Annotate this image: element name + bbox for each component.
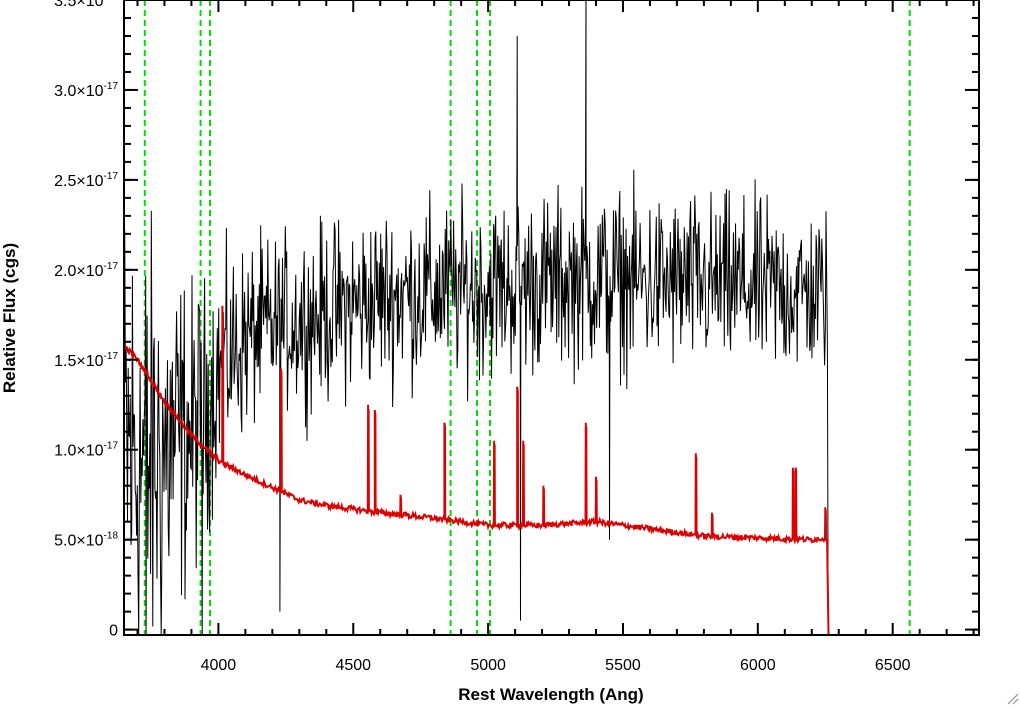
x-tick-label: 4000: [201, 657, 237, 674]
y-tick-label: 2.0×10-17: [54, 261, 118, 280]
x-tick-label: 4500: [335, 657, 371, 674]
reference-line-layer: [143, 0, 911, 635]
y-tick-label: 3.0×10-17: [54, 81, 118, 100]
axes-layer: 4000 4500 5000 5500 6000 6500 0 5.0×10-18 1.0×10…: [54, 0, 980, 674]
y-axis-title: Relative Flux (cgs): [0, 243, 19, 393]
y-tick-label: 2.5×10-17: [54, 171, 118, 190]
model-spectrum-line: [123, 305, 979, 636]
y-tick-label: 1.5×10-17: [54, 351, 118, 370]
x-tick-label: 5000: [470, 657, 506, 674]
y-tick-label: 1.0×10-17: [54, 441, 118, 460]
x-tick-label: 5500: [605, 657, 641, 674]
y-tick-label: 5.0×10-18: [54, 531, 118, 550]
x-tick-label: 6000: [740, 657, 776, 674]
y-tick-label: 3.5×10-17: [54, 0, 118, 10]
resize-grip-icon[interactable]: [1007, 693, 1019, 705]
observed-spectrum-layer: [123, 0, 829, 636]
x-tick-label: 6500: [875, 657, 911, 674]
model-spectrum-layer: [123, 305, 979, 636]
observed-spectrum-line: [123, 0, 829, 636]
x-axis-title: Rest Wavelength (Ang): [458, 685, 643, 704]
y-tick-label: 0: [109, 623, 118, 640]
plot-frame: [123, 0, 980, 636]
